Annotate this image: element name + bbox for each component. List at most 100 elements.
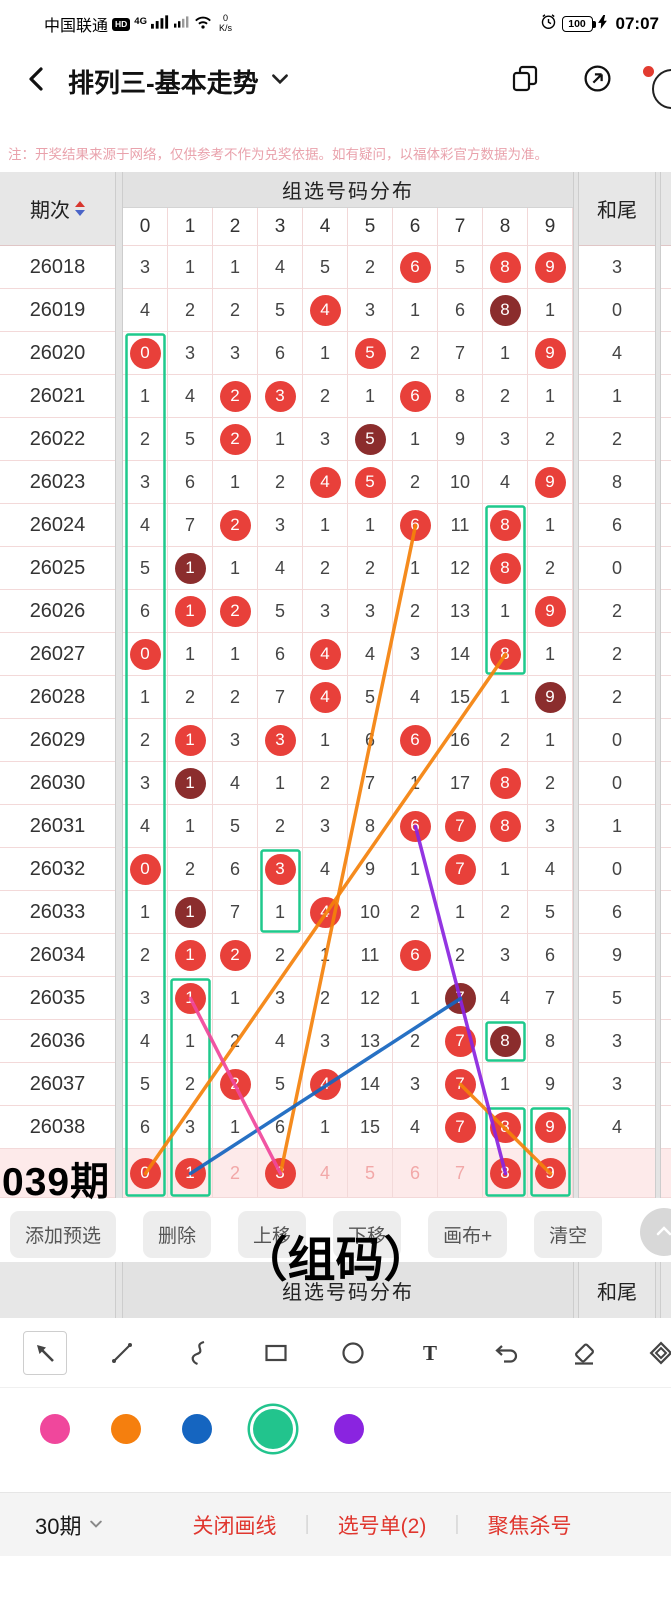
- miss-count: 6: [409, 1162, 420, 1183]
- stub-cell: [661, 719, 671, 762]
- clear-button[interactable]: 清空: [534, 1210, 603, 1258]
- miss-count: 5: [274, 1073, 285, 1094]
- digit-cell: 1: [528, 375, 573, 418]
- column-divider: [573, 848, 579, 891]
- miss-count: 2: [274, 815, 285, 836]
- table-row: 26023 3 6 1 2 4 5 2 10 4 9 8: [0, 461, 671, 504]
- digit-cell: 8: [483, 762, 528, 805]
- digit-cell: 5: [348, 461, 393, 504]
- bottom-actions: 关闭画线 | 选号单(2) | 聚焦杀号: [164, 1510, 599, 1540]
- miss-count: 1: [229, 471, 240, 492]
- period-cell: 26034: [0, 934, 115, 977]
- repeat-circle: 1: [174, 896, 206, 928]
- digit-cell: 6: [393, 246, 438, 289]
- period-header-cell[interactable]: 期次: [0, 172, 115, 246]
- digit-cell: 4: [393, 676, 438, 719]
- column-divider: [655, 633, 661, 676]
- miss-count: 4: [409, 686, 420, 707]
- digit-cell: 1: [303, 719, 348, 762]
- table-row: 26032 0 2 6 3 4 9 1 7 1 4 0: [0, 848, 671, 891]
- miss-count: 6: [184, 471, 195, 492]
- digit-cell: 5: [528, 891, 573, 934]
- miss-count: 5: [139, 557, 150, 578]
- miss-count: 2: [229, 1030, 240, 1051]
- digit-cell: 7: [438, 332, 483, 375]
- color-orange-swatch[interactable]: [111, 1414, 141, 1444]
- period-cell: 26018: [0, 246, 115, 289]
- move-down-button[interactable]: 下移: [333, 1210, 402, 1258]
- table-row: 26035 3 1 1 3 2 12 1 7 4 7 5: [0, 977, 671, 1020]
- tool-curve-button[interactable]: [160, 1318, 237, 1387]
- digit-cell: 5: [348, 1149, 393, 1198]
- digit-cell: 7: [348, 762, 393, 805]
- digit-cell: 1: [393, 762, 438, 805]
- digit-cell: 7: [258, 676, 303, 719]
- share-icon[interactable]: [582, 63, 613, 99]
- digit-cell: 0: [123, 633, 168, 676]
- sum-cell: 0: [579, 547, 655, 590]
- column-divider: [655, 719, 661, 762]
- column-divider: [655, 934, 661, 977]
- draw-toolbar: T: [0, 1318, 671, 1388]
- table-row: 26021 1 4 2 3 2 1 6 8 2 1 1: [0, 375, 671, 418]
- add-preselect-button[interactable]: 添加预选: [10, 1210, 117, 1258]
- hit-circle: 9: [534, 1157, 566, 1189]
- digit-cell: 8: [483, 289, 528, 332]
- selection-list-button[interactable]: 选号单(2): [337, 1514, 427, 1538]
- digit-header: 4: [303, 208, 348, 246]
- digit-cell: 2: [348, 547, 393, 590]
- digit-cell: 1: [123, 891, 168, 934]
- color-green-swatch[interactable]: [253, 1409, 293, 1449]
- column-divider: [115, 590, 123, 633]
- miss-count: 4: [139, 815, 150, 836]
- charging-bolt-icon: [597, 14, 607, 34]
- delete-button[interactable]: 删除: [143, 1210, 212, 1258]
- digit-cell: 7: [438, 1063, 483, 1106]
- digit-header: 2: [213, 208, 258, 246]
- digit-cell: 1: [168, 805, 213, 848]
- tool-rectangle-button[interactable]: [237, 1318, 314, 1387]
- group-header-label: 组选号码分布: [123, 1262, 573, 1318]
- tool-ellipse-button[interactable]: [314, 1318, 391, 1387]
- digit-cell: 6: [393, 504, 438, 547]
- miss-count: 5: [364, 686, 375, 707]
- canvas-plus-button[interactable]: 画布+: [428, 1210, 508, 1258]
- digit-cell: 1: [213, 461, 258, 504]
- miss-count: 1: [409, 858, 420, 879]
- move-up-button[interactable]: 上移: [238, 1210, 307, 1258]
- tool-shapes-button[interactable]: [622, 1318, 671, 1387]
- tool-cursor-arrow-button[interactable]: [6, 1318, 83, 1387]
- tool-line-button[interactable]: [83, 1318, 160, 1387]
- tool-undo-button[interactable]: [468, 1318, 545, 1387]
- period-cell: 26030: [0, 762, 115, 805]
- digit-cell: 4: [213, 762, 258, 805]
- hit-circle: 4: [309, 896, 341, 928]
- column-divider: [115, 1149, 123, 1198]
- focus-kill-number-button[interactable]: 聚焦杀号: [487, 1514, 572, 1538]
- table-row: 26030 3 1 4 1 2 7 1 17 8 2 0: [0, 762, 671, 805]
- digit-cell: 8: [483, 504, 528, 547]
- digit-cell: 3: [393, 633, 438, 676]
- period-count-selector[interactable]: 30期: [35, 1509, 104, 1541]
- digit-cell: 2: [258, 805, 303, 848]
- stub-cell: [661, 418, 671, 461]
- close-drawing-button[interactable]: 关闭画线: [192, 1514, 277, 1538]
- color-purple-swatch[interactable]: [334, 1414, 364, 1444]
- digit-cell: 1: [303, 332, 348, 375]
- title-dropdown-caret[interactable]: [269, 68, 291, 95]
- miss-count: 3: [274, 514, 285, 535]
- back-button[interactable]: [24, 66, 50, 97]
- table-row: 26024 4 7 2 3 1 1 6 11 8 1 6: [0, 504, 671, 547]
- collapse-fab[interactable]: [640, 1208, 671, 1256]
- digit-cell: 7: [438, 1106, 483, 1149]
- color-blue-swatch[interactable]: [182, 1414, 212, 1444]
- hit-circle: 9: [534, 337, 566, 369]
- color-pink-swatch[interactable]: [40, 1414, 70, 1444]
- digit-cell: 3: [258, 848, 303, 891]
- digit-cell: 3: [213, 332, 258, 375]
- tool-text-button[interactable]: T: [391, 1318, 468, 1387]
- digit-cell: 9: [528, 1106, 573, 1149]
- miss-count: 5: [364, 1162, 375, 1183]
- tool-eraser-button[interactable]: [545, 1318, 622, 1387]
- window-switch-icon[interactable]: [510, 64, 540, 99]
